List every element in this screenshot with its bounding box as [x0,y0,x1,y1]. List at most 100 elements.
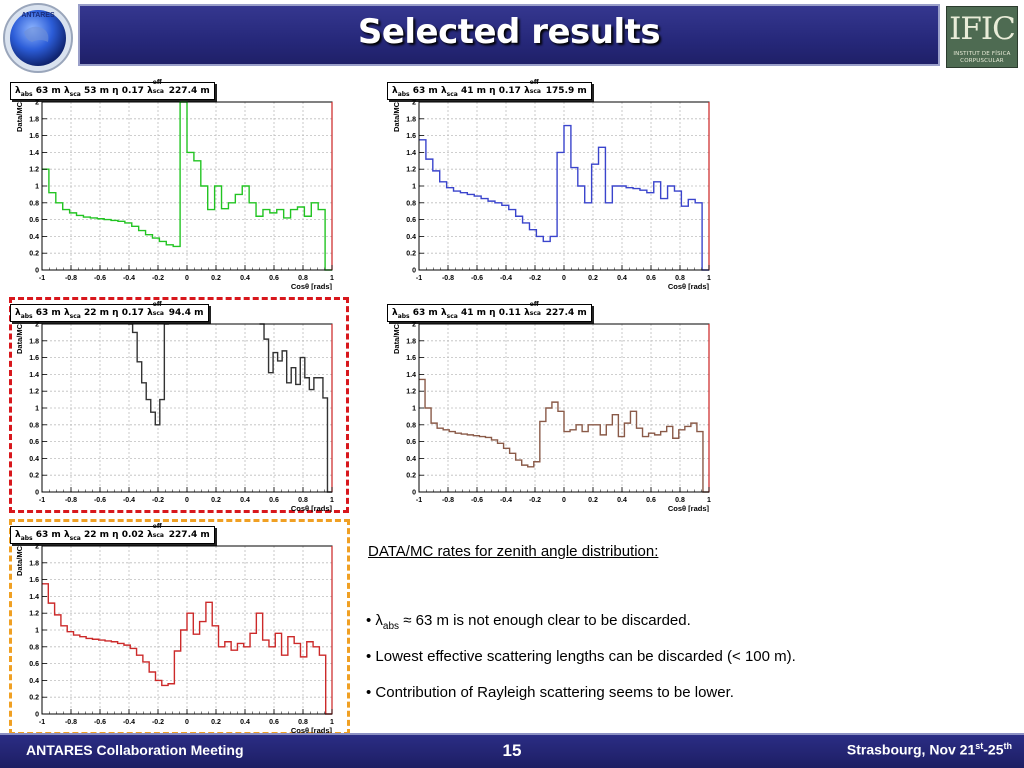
title-sca: 22 m [83,308,110,318]
x-tick-label: -0.6 [471,275,483,282]
x-tick-label: 0.8 [675,497,685,504]
y-tick-label: 0.6 [406,439,416,446]
chart-title-box: λabs 63 m λsca 41 m η 0.11 λ eff sca 227.4 … [387,301,592,322]
x-tick-label: -1 [416,497,422,504]
y-tick-label: 0 [35,268,39,275]
y-tick-label: 1 [412,406,416,413]
title-eta: 0.17 [121,308,144,318]
x-tick-label: -0.2 [152,275,164,282]
y-tick-label: 1.4 [29,150,39,157]
x-tick-label: -0.4 [123,275,135,282]
x-tick-label: -1 [39,275,45,282]
y-tick-label: 1.8 [406,338,416,345]
chart-title-box: λabs 63 m λsca 22 m η 0.02 λ eff sca 227.4 … [10,523,215,544]
y-tick-label: 1.6 [29,133,39,140]
data-series-line [42,101,332,271]
x-axis-label: Cosθ [rads] [668,504,710,512]
y-axis-label: Data/MC [15,323,24,354]
footer-location-date: Strasbourg, Nov 21st-25th [846,741,1012,758]
x-tick-label: -0.8 [442,275,454,282]
y-tick-label: 0.4 [29,456,39,463]
x-tick-label: 0.4 [240,497,250,504]
y-tick-label: 0.2 [29,251,39,258]
title-eff: 94.4 m [168,308,204,318]
y-tick-label: 0.6 [29,661,39,668]
x-tick-label: 0.6 [269,719,279,726]
chart-panel-4: λabs 63 m λsca 41 m η 0.11 λ eff sca 227.4 … [383,301,723,513]
chart-svg: -1 -0.8 -0.6 -0.4 -0.2 0 0.2 0.4 0.6 0.8 1 0 0.2 0.4 0… [15,544,334,735]
y-tick-label: 2 [412,322,416,329]
y-tick-label: 1.2 [406,389,416,396]
y-tick-label: 0.2 [406,473,416,480]
bullet-list: • λabs ≈ 63 m is not enough clear to be … [366,612,796,720]
y-tick-label: 1.4 [29,594,39,601]
x-tick-label: -0.4 [123,719,135,726]
data-series-line [419,378,709,493]
y-tick-label: 1.2 [29,167,39,174]
y-tick-label: 1.4 [406,150,416,157]
chart-svg: -1 -0.8 -0.6 -0.4 -0.2 0 0.2 0.4 0.6 0.8 1 0 0.2 0.4 0… [15,322,334,513]
x-tick-label: 0.2 [588,275,598,282]
x-tick-label: 1 [707,275,711,282]
y-tick-label: 2 [35,322,39,329]
x-tick-label: -0.4 [123,497,135,504]
y-tick-label: 0.2 [406,251,416,258]
y-tick-label: 0.8 [29,200,39,207]
x-tick-label: 0.4 [240,275,250,282]
title-sca: 41 m [460,308,487,318]
title-eff: 227.4 m [168,86,210,96]
title-abs: 63 m [35,308,61,318]
title-sca: 41 m [460,86,487,96]
y-tick-label: 0.2 [29,695,39,702]
title-eta: 0.17 [498,86,521,96]
title-eff: 175.9 m [545,86,587,96]
y-tick-label: 0 [412,268,416,275]
chart-panel-5: λabs 63 m λsca 22 m η 0.02 λ eff sca 227.4 … [6,523,346,735]
x-tick-label: 1 [707,497,711,504]
footer-bar [0,733,1024,768]
chart-panel-3: λabs 63 m λsca 22 m η 0.17 λ eff sca 94.4 m… [6,301,346,513]
y-tick-label: 0.8 [406,200,416,207]
y-tick-label: 0.4 [29,678,39,685]
title-abs: 63 m [412,308,438,318]
y-axis-label: Data/MC [15,545,24,576]
bullet-item-3: • Contribution of Rayleigh scattering se… [366,684,734,701]
chart-svg: -1 -0.8 -0.6 -0.4 -0.2 0 0.2 0.4 0.6 0.8 1 0 0.2 0.4 0… [15,100,334,291]
title-sca: 53 m [83,86,110,96]
y-tick-label: 0.6 [29,439,39,446]
x-axis-label: Cosθ [rads] [291,504,333,512]
y-tick-label: 0 [412,490,416,497]
y-tick-label: 1.8 [29,338,39,345]
x-tick-label: 0.2 [588,497,598,504]
x-tick-label: 0.2 [211,275,221,282]
y-tick-label: 0.6 [406,217,416,224]
y-tick-label: 0 [35,490,39,497]
chart-svg: -1 -0.8 -0.6 -0.4 -0.2 0 0.2 0.4 0.6 0.8 1 0 0.2 0.4 0… [392,100,711,291]
y-tick-label: 0.4 [406,234,416,241]
x-tick-label: 0 [562,497,566,504]
data-series-line [419,124,709,271]
x-tick-label: 0.6 [646,275,656,282]
section-heading: DATA/MC rates for zenith angle distribut… [368,543,659,560]
antares-logo: ANTARES [3,3,73,73]
chart-panel-1: λabs 63 m λsca 53 m η 0.17 λ eff sca 227.4 … [6,79,346,291]
y-tick-label: 1.2 [29,389,39,396]
x-tick-label: -0.6 [94,275,106,282]
y-tick-label: 1 [35,628,39,635]
y-tick-label: 0.4 [29,234,39,241]
slide-title: Selected results [357,12,661,52]
x-tick-label: -0.8 [442,497,454,504]
data-series-line [128,323,332,493]
x-tick-label: -0.2 [152,497,164,504]
x-tick-label: 0.4 [617,497,627,504]
y-tick-label: 0.2 [29,473,39,480]
x-tick-label: -0.2 [529,275,541,282]
chart-svg: -1 -0.8 -0.6 -0.4 -0.2 0 0.2 0.4 0.6 0.8 1 0 0.2 0.4 0… [392,322,711,513]
y-axis-label: Data/MC [392,323,401,354]
x-tick-label: -0.8 [65,275,77,282]
y-tick-label: 1.6 [29,577,39,584]
antares-logo-text: ANTARES [21,12,55,19]
header-bar [78,4,940,66]
y-tick-label: 1.8 [406,116,416,123]
title-eta: 0.02 [121,530,144,540]
